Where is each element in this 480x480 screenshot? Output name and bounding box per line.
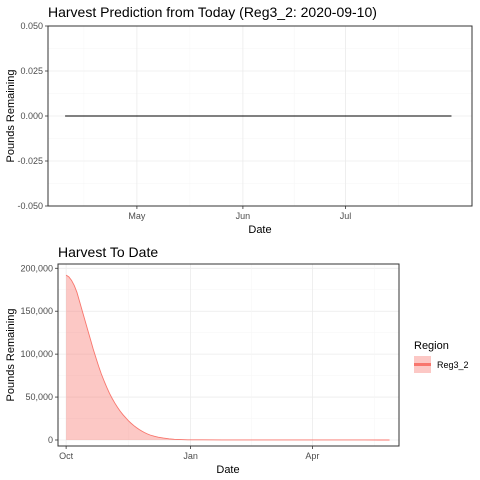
legend-label-reg3-2: Reg3_2 xyxy=(437,360,469,370)
prediction-chart: Harvest Prediction from Today (Reg3_2: 2… xyxy=(5,4,473,236)
prediction-y-axis: 0.050 0.025 0.000 -0.025 -0.050 xyxy=(17,21,48,211)
prediction-y-tick-label: 0.000 xyxy=(20,111,43,121)
harvest-chart: Harvest To Date 200,000 150,000 100,000 50,… xyxy=(5,244,469,476)
harvest-y-tick-label: 100,000 xyxy=(20,349,53,359)
harvest-y-axis: 200,000 150,000 100,000 50,000 0 xyxy=(20,263,58,445)
prediction-y-tick-label: 0.025 xyxy=(20,66,43,76)
harvest-x-tick-label: Oct xyxy=(59,451,74,461)
harvest-y-tick-label: 50,000 xyxy=(25,392,53,402)
harvest-panel-border xyxy=(57,263,400,447)
harvest-x-tick-label: Apr xyxy=(305,451,319,461)
harvest-series xyxy=(65,274,390,441)
harvest-area-fill xyxy=(66,275,390,440)
harvest-y-tick-label: 200,000 xyxy=(20,263,53,273)
harvest-y-axis-title: Pounds Remaining xyxy=(5,309,17,402)
prediction-y-axis-title: Pounds Remaining xyxy=(5,70,17,163)
legend: Region Reg3_2 xyxy=(414,340,469,373)
prediction-y-tick-label: 0.050 xyxy=(20,21,43,31)
harvest-chart-title: Harvest To Date xyxy=(58,244,158,260)
harvest-area-line xyxy=(65,274,390,441)
harvest-x-tick-label: Jan xyxy=(183,451,198,461)
prediction-y-tick-label: -0.050 xyxy=(17,201,43,211)
harvest-x-axis: Oct Jan Apr xyxy=(59,446,319,461)
prediction-y-tick-label: -0.025 xyxy=(17,156,43,166)
prediction-x-tick-label: Jul xyxy=(340,211,352,221)
harvest-x-axis-title: Date xyxy=(216,464,239,476)
prediction-x-tick-label: May xyxy=(128,211,146,221)
prediction-x-axis-title: Date xyxy=(248,224,271,236)
prediction-chart-title: Harvest Prediction from Today (Reg3_2: 2… xyxy=(48,4,377,20)
legend-title: Region xyxy=(414,340,449,352)
prediction-x-axis: May Jun Jul xyxy=(128,206,351,221)
harvest-gridlines xyxy=(58,264,399,446)
prediction-x-tick-label: Jun xyxy=(236,211,251,221)
harvest-y-tick-label: 150,000 xyxy=(20,306,53,316)
harvest-y-tick-label: 0 xyxy=(48,435,53,445)
